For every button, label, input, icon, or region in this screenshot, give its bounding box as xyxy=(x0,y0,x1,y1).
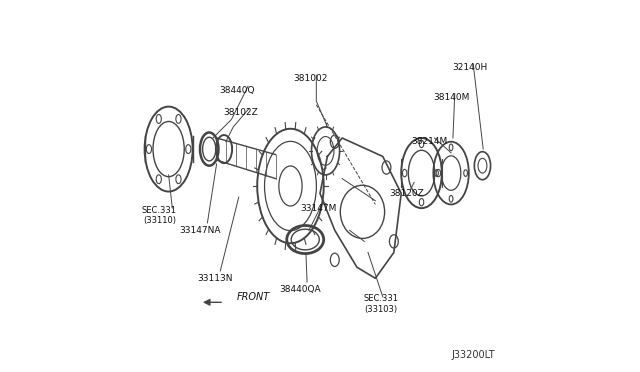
Text: 38140M: 38140M xyxy=(433,93,469,102)
Text: 33113N: 33113N xyxy=(197,274,232,283)
Text: 38102Z: 38102Z xyxy=(223,108,258,117)
Text: 38440QA: 38440QA xyxy=(279,285,321,294)
Text: SEC.331
(33103): SEC.331 (33103) xyxy=(364,295,399,314)
Text: 38120Z: 38120Z xyxy=(389,189,424,198)
Text: 38440Q: 38440Q xyxy=(219,86,255,94)
Text: J33200LT: J33200LT xyxy=(452,350,495,359)
Text: FRONT: FRONT xyxy=(237,292,270,302)
Text: SEC.331
(33110): SEC.331 (33110) xyxy=(142,206,177,225)
Text: 33147NA: 33147NA xyxy=(179,226,221,235)
Text: 32140H: 32140H xyxy=(452,63,487,72)
Text: 381002: 381002 xyxy=(294,74,328,83)
Text: 33147M: 33147M xyxy=(300,203,337,213)
Text: 38214M: 38214M xyxy=(411,137,447,146)
